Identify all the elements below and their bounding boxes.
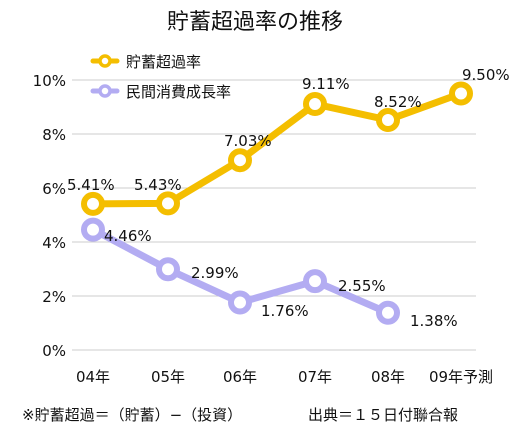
source-note: 出典＝１５日付聯合報 [308, 406, 459, 424]
x-tick-label: 08年 [371, 368, 405, 386]
data-label: 5.43% [134, 176, 182, 194]
footnote: ※貯蓄超過＝（貯蓄）−（投資） [22, 406, 243, 424]
data-label: 7.03% [224, 132, 272, 150]
y-tick-label: 0% [42, 342, 66, 360]
data-point [81, 191, 105, 216]
series-line-1 [89, 90, 465, 208]
chart-title: 貯蓄超過率の推移 [166, 10, 343, 35]
data-point [228, 148, 252, 173]
x-tick-label: 05年 [151, 368, 185, 386]
data-point [156, 191, 180, 216]
data-point [376, 300, 400, 325]
y-tick-label: 4% [42, 234, 66, 252]
data-label: 8.52% [374, 93, 422, 111]
data-point [303, 92, 327, 117]
data-label: 2.99% [191, 264, 239, 282]
y-tick-label: 6% [42, 180, 66, 198]
data-point [376, 107, 400, 132]
legend-label: 貯蓄超過率 [126, 53, 201, 71]
data-label: 2.55% [338, 277, 386, 295]
x-tick-label: 07年 [298, 368, 332, 386]
legend-label: 民間消費成長率 [126, 83, 231, 101]
x-axis-ticks: 04年 05年 06年 07年 08年 09年予測 [76, 368, 493, 386]
x-tick-label: 09年予測 [429, 368, 493, 386]
legend-marker [98, 54, 112, 68]
data-point [449, 81, 473, 106]
data-label: 1.38% [410, 312, 458, 330]
x-tick-label: 04年 [76, 368, 110, 386]
y-tick-label: 8% [42, 126, 66, 144]
data-label: 1.76% [261, 302, 309, 320]
y-tick-label: 10% [33, 72, 66, 90]
data-label: 9.50% [462, 66, 510, 84]
data-label: 5.41% [67, 176, 115, 194]
series [81, 81, 473, 325]
x-tick-label: 06年 [223, 368, 257, 386]
data-point [228, 290, 252, 315]
data-point [156, 257, 180, 282]
data-point [303, 269, 327, 294]
data-label: 4.46% [104, 227, 152, 245]
data-label: 9.11% [302, 75, 350, 93]
data-point [81, 217, 105, 242]
y-tick-label: 2% [42, 288, 66, 306]
legend-marker [98, 84, 112, 98]
data-labels: 5.41% 5.43% 7.03% 9.11% 8.52% 9.50% 4.46% 2.99%… [67, 66, 510, 330]
y-axis-ticks: 0% 2% 4% 6% 8% 10% [33, 72, 66, 360]
